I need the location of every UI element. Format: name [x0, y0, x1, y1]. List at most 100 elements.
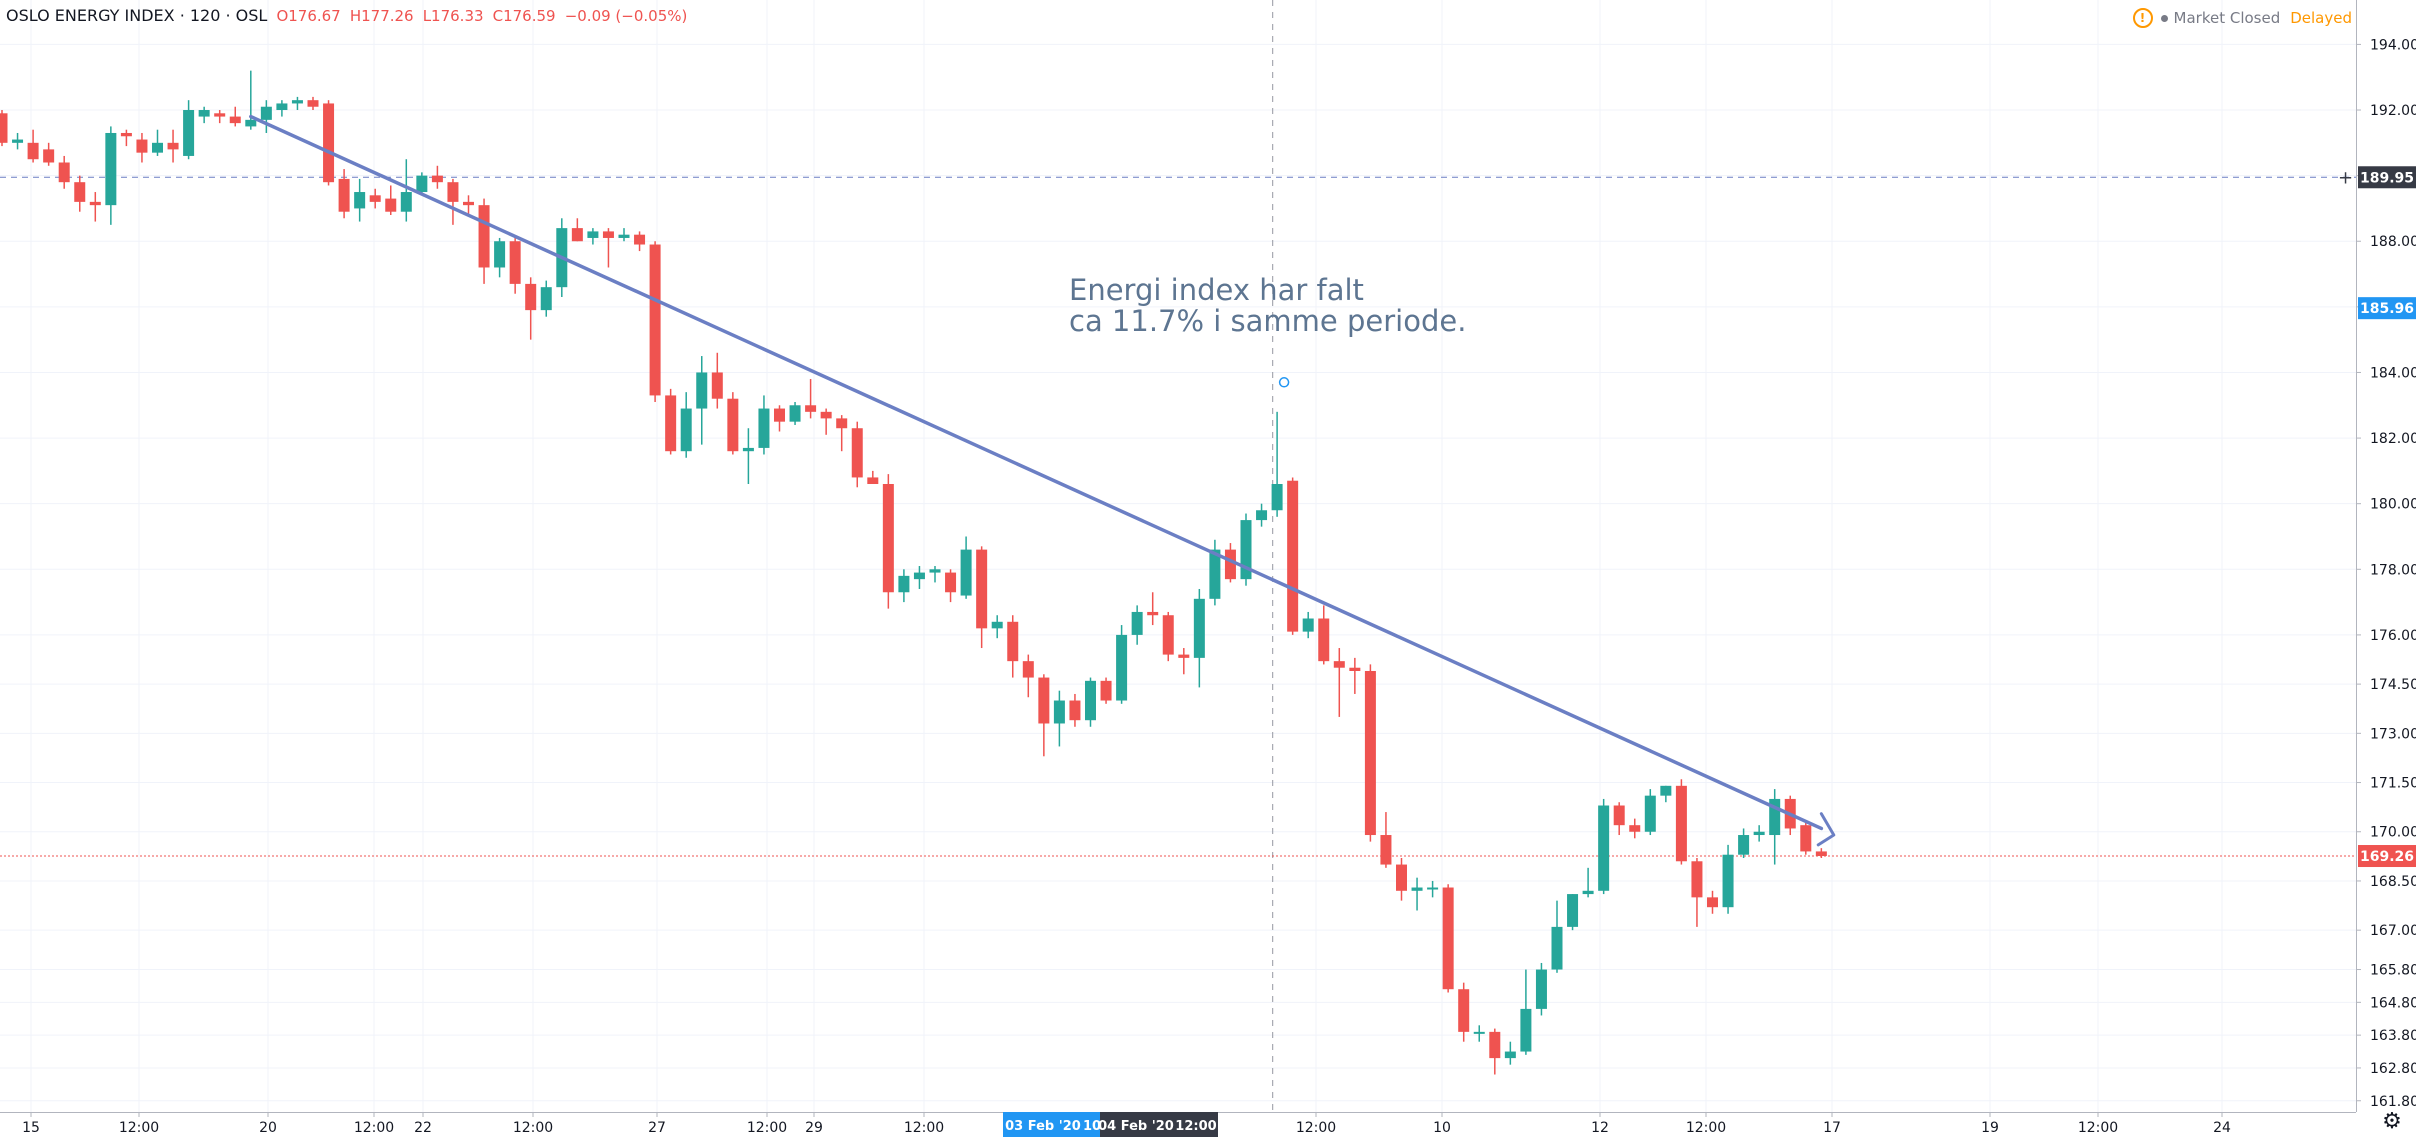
trendline-arrowhead [1816, 812, 1836, 847]
price-tick-label: 180.00 [2370, 497, 2416, 513]
candle-body [696, 372, 708, 409]
candle [1224, 543, 1236, 583]
candle [509, 237, 521, 294]
crosshair-price-label-bg [2358, 297, 2416, 320]
time-tick-label: 24 [2213, 1120, 2231, 1136]
candle [74, 175, 86, 212]
candle [1489, 1028, 1501, 1075]
candle-body [1380, 835, 1392, 865]
price-axis[interactable]: 194.00192.00190.00188.00186.00184.00182.… [2356, 0, 2416, 1140]
ohlc-open: O176.67 [276, 7, 341, 25]
candle-body [665, 395, 677, 452]
candle-body [1302, 618, 1314, 632]
candle-body [742, 447, 754, 452]
candle [1660, 785, 1672, 803]
market-status[interactable]: ! Market Closed Delayed [2132, 6, 2352, 30]
candle [711, 352, 723, 409]
price-tick-label: 176.00 [2370, 628, 2416, 644]
time-tick-label: 10 [1433, 1120, 1451, 1136]
price-tick-label: 164.80 [2370, 995, 2416, 1011]
candle-body [1644, 795, 1656, 832]
annotation-line-1: Energi index har falt [1069, 273, 1364, 307]
candle [1567, 894, 1579, 931]
candle [867, 470, 879, 485]
candle-body [571, 228, 583, 242]
price-tick-label: 184.00 [2370, 365, 2416, 381]
reference-lines [0, 0, 2356, 1112]
candle [540, 280, 552, 317]
candle [602, 228, 614, 268]
price-tick-label: 167.00 [2370, 923, 2416, 939]
horizontal-line-price-label-bg [2358, 166, 2416, 189]
candle-body [43, 149, 55, 163]
candle [463, 195, 474, 215]
trendline-drawing[interactable] [249, 114, 1836, 847]
candle-body [416, 175, 428, 193]
candle [1707, 890, 1718, 914]
candle [976, 546, 988, 649]
candle [1100, 677, 1112, 704]
candle-body [1022, 661, 1034, 678]
ohlc-close: C176.59 [492, 7, 556, 25]
candle-body [1660, 785, 1672, 796]
candle [774, 405, 785, 432]
candle [1162, 611, 1174, 662]
candle-body [1800, 825, 1812, 852]
candle [323, 100, 335, 186]
candle [634, 231, 646, 252]
time-tick-label: 15 [22, 1120, 40, 1136]
candle-body [338, 178, 350, 212]
candle [1209, 539, 1221, 606]
symbol-title[interactable]: OSLO ENERGY INDEX · 120 · OSL [6, 6, 268, 25]
candle-body [758, 408, 770, 448]
price-tick-label: 165.80 [2370, 963, 2416, 979]
time-tick-label: 27 [648, 1120, 666, 1136]
candle [385, 185, 397, 215]
candle [198, 106, 210, 124]
candle [43, 142, 55, 166]
candle [913, 566, 925, 589]
candle [571, 218, 583, 242]
candle-body [1193, 598, 1205, 658]
time-tick-label: 29 [805, 1120, 823, 1136]
annotation-anchor [1278, 377, 1290, 388]
time-tick-label: 20 [259, 1120, 277, 1136]
candle-body [727, 398, 739, 452]
warning-icon[interactable]: ! [2132, 8, 2153, 28]
candle [89, 192, 101, 222]
candle-body [1116, 634, 1128, 701]
price-axis-bg [2356, 0, 2416, 1140]
candle [183, 100, 195, 160]
candle-body [1224, 549, 1236, 580]
candle [1504, 1041, 1516, 1065]
candle [1753, 825, 1765, 842]
candle [1427, 880, 1439, 898]
candle [1738, 828, 1750, 858]
candle-body [0, 113, 8, 143]
price-tick-label: 163.80 [2370, 1028, 2416, 1044]
candle-body [1364, 670, 1376, 836]
candle [696, 356, 708, 445]
candle [276, 100, 288, 117]
candle-body [183, 110, 195, 156]
candle-body [1551, 926, 1563, 970]
text-annotation[interactable]: Energi index har falt ca 11.7% i samme p… [1069, 275, 1466, 337]
candle-body [1053, 700, 1065, 724]
candle-body [509, 241, 521, 284]
price-tick-label: 161.80 [2370, 1094, 2416, 1110]
candle-body [1162, 615, 1174, 655]
price-tick-label: 182.00 [2370, 431, 2416, 447]
candle [0, 110, 8, 147]
candle-body [1691, 861, 1703, 898]
candle-body [1131, 611, 1143, 635]
market-closed-label: Market Closed [2173, 9, 2281, 27]
price-tick-label: 171.50 [2370, 776, 2416, 792]
candle [1458, 982, 1470, 1042]
price-tick-label: 178.00 [2370, 562, 2416, 578]
candle-body [1629, 825, 1641, 832]
candle [1364, 664, 1376, 842]
candle [354, 178, 366, 222]
gear-icon[interactable]: ⚙ [2382, 1109, 2402, 1134]
date-label-main-bg [1100, 1112, 1218, 1137]
